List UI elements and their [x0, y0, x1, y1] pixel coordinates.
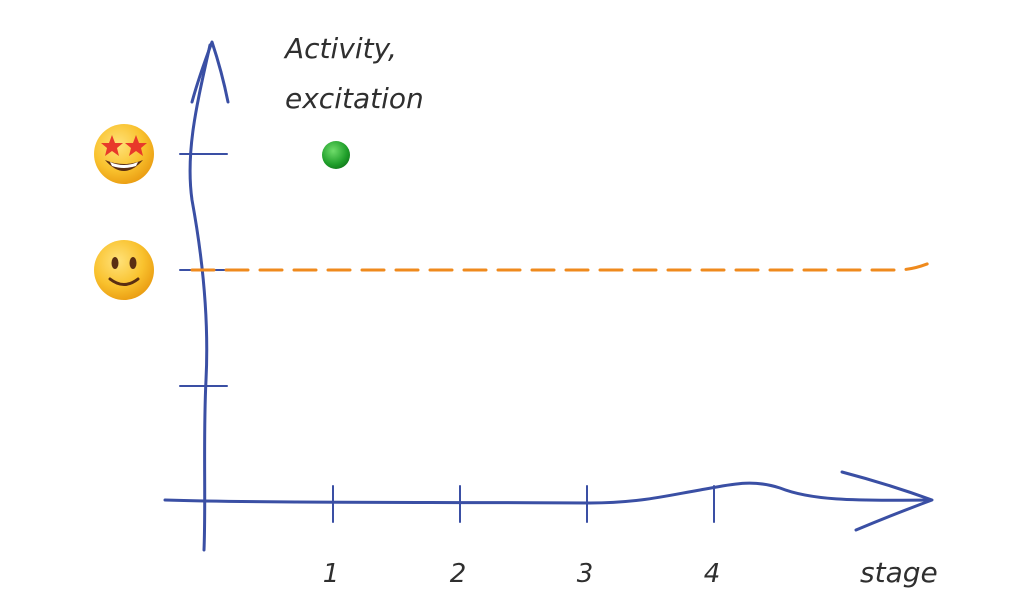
data-points: [322, 141, 350, 169]
y-axis-title-line-1: Activity,: [283, 32, 397, 65]
y-axis-arrowhead: [190, 40, 230, 104]
star-struck-face-icon: [94, 124, 154, 184]
x-tick-label: 1: [323, 559, 340, 589]
x-tick-label: 3: [577, 559, 594, 589]
x-axis-line: [163, 481, 932, 505]
slightly-smiling-face-icon: [94, 240, 154, 300]
data-point: [322, 141, 350, 169]
x-tick-label: 2: [450, 559, 467, 589]
y-axis-title-line-2: excitation: [285, 82, 424, 115]
x-tick-label: 4: [704, 559, 721, 589]
reference-line-dashed: [190, 260, 934, 272]
x-axis-arrowhead: [840, 470, 934, 532]
y-axis-line: [188, 43, 212, 552]
x-axis-title: stage: [860, 556, 938, 589]
x-axis-ticks: 1 2 3 4: [323, 485, 721, 589]
